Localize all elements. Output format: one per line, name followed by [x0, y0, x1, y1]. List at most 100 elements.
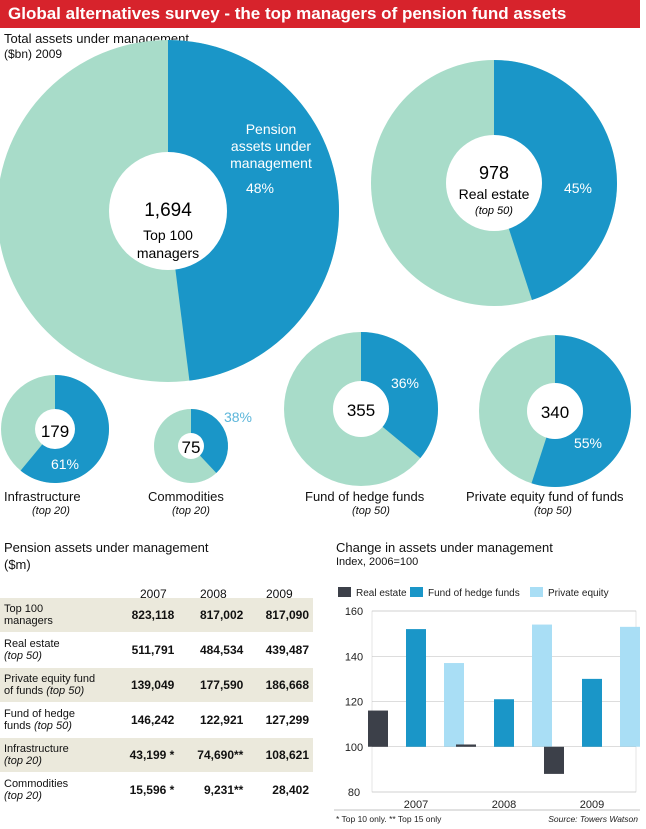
bar-fund-of-hedge-funds: [582, 678, 602, 747]
bar-private-equity: [444, 663, 464, 747]
pie-realestate-value: 978: [479, 163, 509, 183]
table-cell-2007: 823,118: [111, 598, 179, 633]
assets-table-body: Top 100 managers 823,118 817,002 817,090 Real…: [0, 598, 313, 808]
pie-commod-hole: [178, 433, 204, 459]
table-cell-2009: 127,299: [247, 702, 313, 738]
pie-pe-name: Private equity fund of funds: [466, 489, 624, 504]
pie-top100-share: [168, 40, 339, 381]
table-year-2007: 2007: [140, 587, 167, 601]
legend-swatch: [410, 587, 423, 597]
bar-chart: Real estate Fund of hedge funds Private eq…: [330, 578, 642, 829]
pie-infra-name: Infrastructure: [4, 489, 81, 504]
pie-commod-share: [191, 409, 229, 473]
y-tick-label: 100: [345, 742, 363, 754]
table-cell-2008: 817,002: [178, 598, 248, 633]
table-row: Commodities (top 20) 15,596 * 9,231** 28,402: [0, 772, 313, 808]
bar-private-equity: [620, 626, 640, 747]
pie-infra-value: 179: [41, 422, 69, 441]
table-cell-2008: 9,231**: [178, 772, 248, 808]
bar-fund-of-hedge-funds: [494, 699, 514, 747]
pie-hedge-sub: (top 50): [352, 505, 390, 517]
pie-realestate-share: [494, 60, 618, 300]
pie-pe-sub: (top 50): [534, 505, 572, 517]
pie-top100-hole: [109, 152, 227, 270]
row-label-sub: managers: [4, 615, 53, 627]
pie-top100: 1,694 Top 100 managers Pension assets un…: [0, 40, 339, 382]
bar-fund-of-hedge-funds: [406, 629, 426, 747]
pie-commod-value: 75: [182, 438, 201, 457]
pie-top100-share-label1: Pension: [246, 121, 297, 137]
row-label-main: Private equity fund: [4, 673, 96, 685]
table-row: Real estate (top 50) 511,791 484,534 439,487: [0, 632, 313, 668]
y-tick-label: 80: [348, 787, 360, 799]
pie-hedge-pct: 36%: [391, 375, 419, 391]
table-cell-2007: 146,242: [111, 702, 179, 738]
table-cell-2009: 439,487: [247, 632, 313, 668]
pie-commod: 75 38%: [154, 409, 252, 483]
row-label-sub: (top 20): [4, 755, 42, 767]
row-label-sub: (top 50): [4, 650, 42, 662]
source-note: Source: Towers Watson: [548, 814, 638, 824]
bar-real-estate: [544, 746, 564, 774]
pie-infra: 179 61%: [1, 375, 109, 483]
row-label: Commodities (top 20): [0, 772, 111, 808]
x-tick-label: 2009: [580, 799, 604, 811]
pie-top100-pct: 48%: [246, 180, 274, 196]
row-label: Top 100 managers: [0, 598, 111, 633]
table-row: Top 100 managers 823,118 817,002 817,090: [0, 598, 313, 633]
legend-swatch: [530, 587, 543, 597]
chart-title: Change in assets under management: [336, 540, 553, 555]
assets-table: Top 100 managers 823,118 817,002 817,090 Real…: [0, 598, 313, 808]
pie-realestate-hole: [446, 135, 542, 231]
row-label-main: Commodities: [4, 778, 69, 790]
row-label-main: Fund of hedge: [4, 708, 75, 720]
table-cell-2009: 817,090: [247, 598, 313, 633]
bar-real-estate: [456, 744, 476, 747]
row-label-sub: of funds (top 50): [4, 685, 85, 697]
table-year-2008: 2008: [200, 587, 227, 601]
legend-swatch: [338, 587, 351, 597]
pie-hedge: 355 36%: [284, 332, 438, 486]
x-tick-label: 2007: [404, 799, 428, 811]
y-tick-label: 120: [345, 697, 363, 709]
pie-hedge-value: 355: [347, 401, 375, 420]
pie-top100-share-label3: management: [230, 155, 312, 171]
pie-infra-hole: [35, 409, 75, 449]
pie-pe-hole: [527, 383, 583, 439]
table-cell-2008: 74,690**: [178, 737, 248, 773]
pie-top100-value: 1,694: [144, 200, 192, 221]
pie-realestate-line1: Real estate: [459, 186, 530, 202]
pie-hedge-hole: [333, 381, 389, 437]
pie-top100-share-label2: assets under: [231, 138, 311, 154]
pie-realestate: 978 Real estate (top 50) 45%: [371, 60, 618, 306]
row-label: Fund of hedge funds (top 50): [0, 702, 111, 738]
pie-top100-line1: Top 100: [143, 227, 193, 243]
table-row: Fund of hedge funds (top 50) 146,242 122,92…: [0, 702, 313, 738]
pie-commod-name: Commodities: [148, 489, 224, 504]
table-cell-2007: 43,199 *: [111, 737, 179, 773]
pie-commod-sub: (top 20): [172, 505, 210, 517]
pie-commod-pct: 38%: [224, 409, 252, 425]
legend-label: Private equity: [548, 588, 609, 599]
legend-label: Fund of hedge funds: [428, 588, 520, 599]
pie-infra-pct: 61%: [51, 456, 79, 472]
pie-hedge-share: [361, 332, 438, 459]
table-unit: ($m): [4, 557, 31, 572]
chart-legend: Real estate Fund of hedge funds Private eq…: [338, 587, 609, 599]
bar-real-estate: [368, 710, 388, 747]
table-cell-2007: 139,049: [111, 667, 179, 703]
title-banner: Global alternatives survey - the top man…: [0, 0, 640, 28]
table-cell-2008: 122,921: [178, 702, 248, 738]
table-cell-2009: 186,668: [247, 667, 313, 703]
row-label-sub: funds (top 50): [4, 720, 72, 732]
row-label: Infrastructure (top 20): [0, 737, 111, 773]
pie-realestate-pct: 45%: [564, 180, 592, 196]
pie-pe-pct: 55%: [574, 435, 602, 451]
pie-charts: 1,694 Top 100 managers Pension assets un…: [0, 40, 631, 487]
y-tick-label: 140: [345, 651, 363, 663]
row-label-main: Real estate: [4, 638, 60, 650]
page-title: Global alternatives survey - the top man…: [8, 4, 567, 23]
pie-pe: 340 55%: [479, 335, 631, 487]
table-cell-2008: 484,534: [178, 632, 248, 668]
bar-private-equity: [532, 624, 552, 747]
